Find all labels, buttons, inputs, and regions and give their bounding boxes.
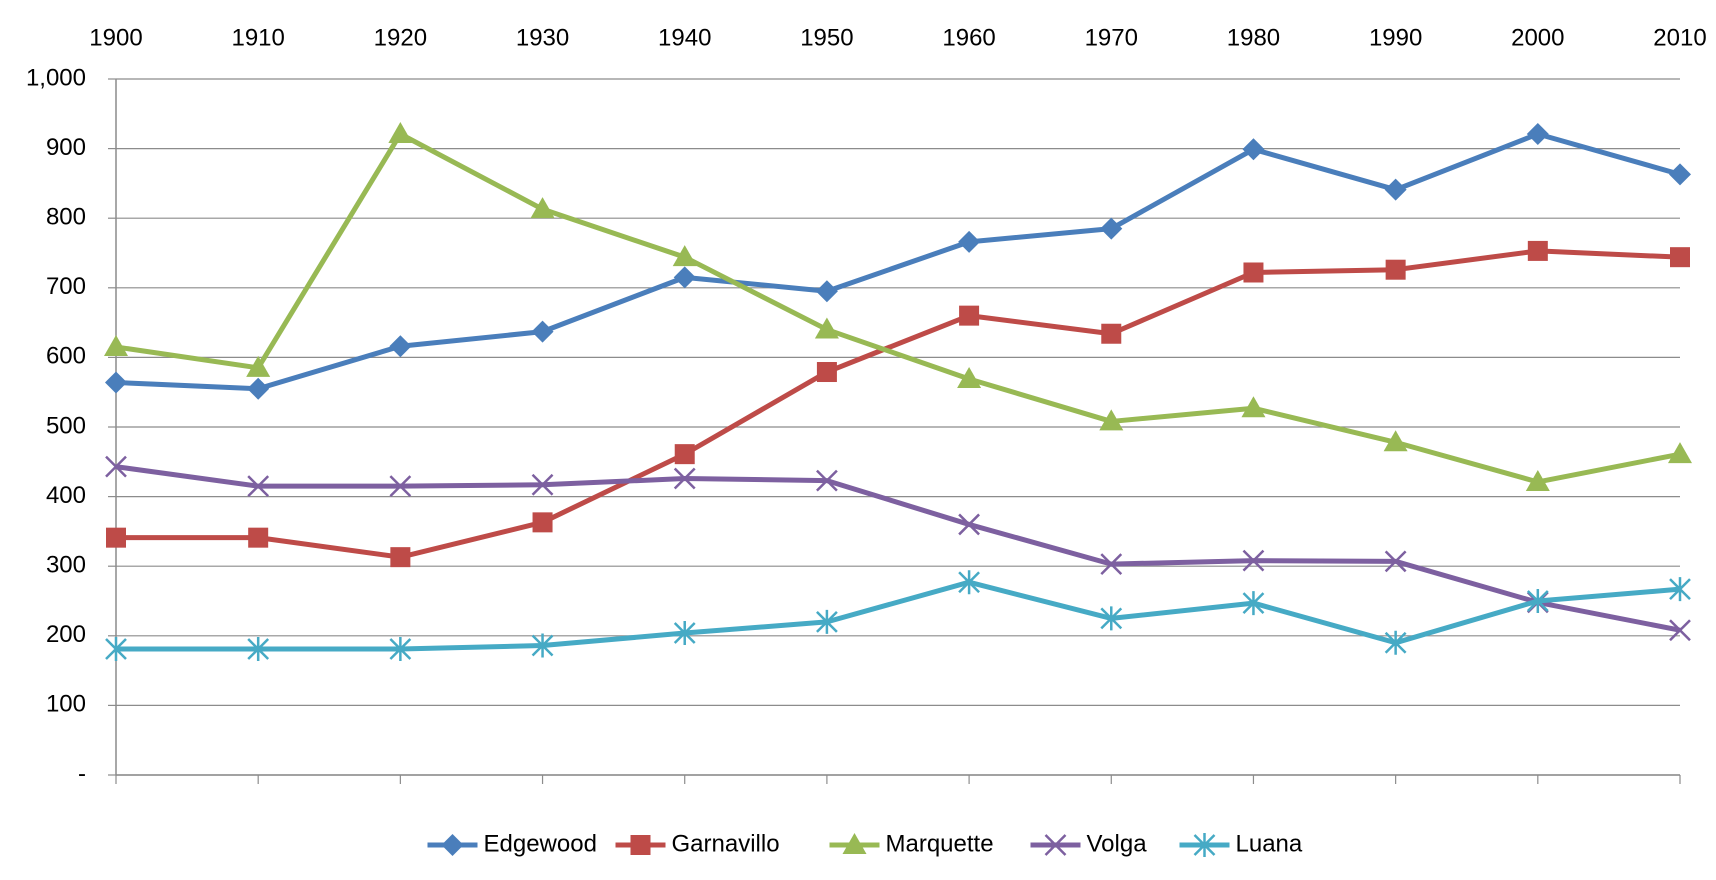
- point: [674, 444, 695, 465]
- point: [1384, 550, 1407, 573]
- point: [1669, 577, 1691, 602]
- point: [105, 637, 127, 662]
- point: [246, 355, 271, 377]
- point: [1242, 549, 1265, 572]
- point: [816, 469, 838, 492]
- y-tick-label: 200: [46, 621, 86, 648]
- point: [957, 366, 982, 388]
- point: [1384, 178, 1407, 201]
- point: [389, 335, 412, 358]
- y-tick-label: -: [78, 760, 86, 787]
- series-line: [115, 131, 1681, 392]
- point: [389, 475, 412, 498]
- y-tick-label: 300: [46, 552, 86, 579]
- legend-label: Luana: [1236, 830, 1303, 857]
- point: [248, 527, 269, 548]
- point: [532, 512, 553, 533]
- point: [673, 467, 696, 490]
- point: [958, 570, 980, 595]
- y-tick-label: 1,000: [26, 64, 86, 91]
- point: [815, 280, 838, 303]
- x-tick-label: 1910: [231, 24, 284, 51]
- series-line: [116, 248, 1681, 560]
- x-tick-label: 2000: [1511, 24, 1564, 51]
- x-tick-label: 1990: [1369, 24, 1422, 51]
- x-tick-label: 1950: [800, 24, 853, 51]
- point: [1242, 138, 1265, 161]
- x-tick-label: 1970: [1085, 24, 1138, 51]
- point: [958, 513, 980, 536]
- point: [390, 547, 411, 568]
- point: [1526, 589, 1549, 613]
- point: [814, 317, 839, 339]
- y-tick-label: 900: [46, 134, 86, 161]
- legend-marker: [441, 834, 464, 856]
- legend-marker: [630, 835, 651, 855]
- legend-label: Garnavillo: [672, 830, 780, 857]
- y-tick-label: 400: [46, 482, 86, 509]
- y-tick-label: 100: [46, 691, 86, 718]
- x-tick-label: 2010: [1653, 24, 1706, 51]
- point: [959, 305, 980, 326]
- point: [1099, 409, 1124, 431]
- point: [388, 121, 413, 143]
- point: [105, 455, 127, 478]
- y-tick-label: 500: [46, 412, 86, 439]
- point: [672, 245, 697, 267]
- point: [531, 320, 554, 343]
- point: [247, 475, 270, 498]
- point: [105, 371, 127, 394]
- point: [1669, 163, 1691, 186]
- series-line: [115, 464, 1681, 633]
- point: [1242, 591, 1265, 616]
- legend-marker: [1193, 833, 1216, 857]
- point: [1527, 240, 1548, 261]
- point: [1384, 630, 1407, 655]
- legend-label: Volga: [1087, 830, 1148, 857]
- point: [104, 334, 128, 356]
- point: [1241, 396, 1266, 418]
- series-line: [115, 131, 1681, 485]
- point: [1669, 619, 1691, 642]
- point: [531, 633, 554, 658]
- y-tick-label: 700: [46, 273, 86, 300]
- point: [531, 473, 554, 496]
- point: [247, 377, 270, 400]
- point: [673, 266, 696, 289]
- point: [958, 230, 981, 253]
- legend-marker: [1044, 834, 1067, 856]
- x-tick-label: 1900: [89, 24, 142, 51]
- y-tick-label: 800: [46, 204, 86, 231]
- y-tick-label: 600: [46, 343, 86, 370]
- point: [389, 637, 412, 662]
- series-line: [116, 579, 1681, 652]
- x-tick-label: 1960: [942, 24, 995, 51]
- point: [816, 609, 838, 634]
- point: [1243, 262, 1264, 283]
- legend-marker: [842, 833, 867, 854]
- point: [106, 527, 126, 548]
- x-tick-label: 1930: [516, 24, 569, 51]
- x-tick-label: 1940: [658, 24, 711, 51]
- point: [1670, 247, 1690, 268]
- point: [1526, 122, 1549, 145]
- legend-label: Marquette: [886, 830, 994, 857]
- point: [1101, 323, 1122, 344]
- point: [1100, 217, 1123, 240]
- point: [816, 362, 837, 383]
- point: [247, 637, 270, 662]
- point: [530, 197, 555, 219]
- point: [1383, 430, 1408, 452]
- point: [1100, 606, 1123, 631]
- point: [1668, 442, 1692, 464]
- x-tick-label: 1980: [1227, 24, 1280, 51]
- point: [1100, 553, 1123, 575]
- point: [673, 621, 696, 646]
- point: [1525, 469, 1550, 491]
- point: [1385, 259, 1406, 280]
- x-tick-label: 1920: [374, 24, 427, 51]
- legend-label: Edgewood: [484, 830, 597, 857]
